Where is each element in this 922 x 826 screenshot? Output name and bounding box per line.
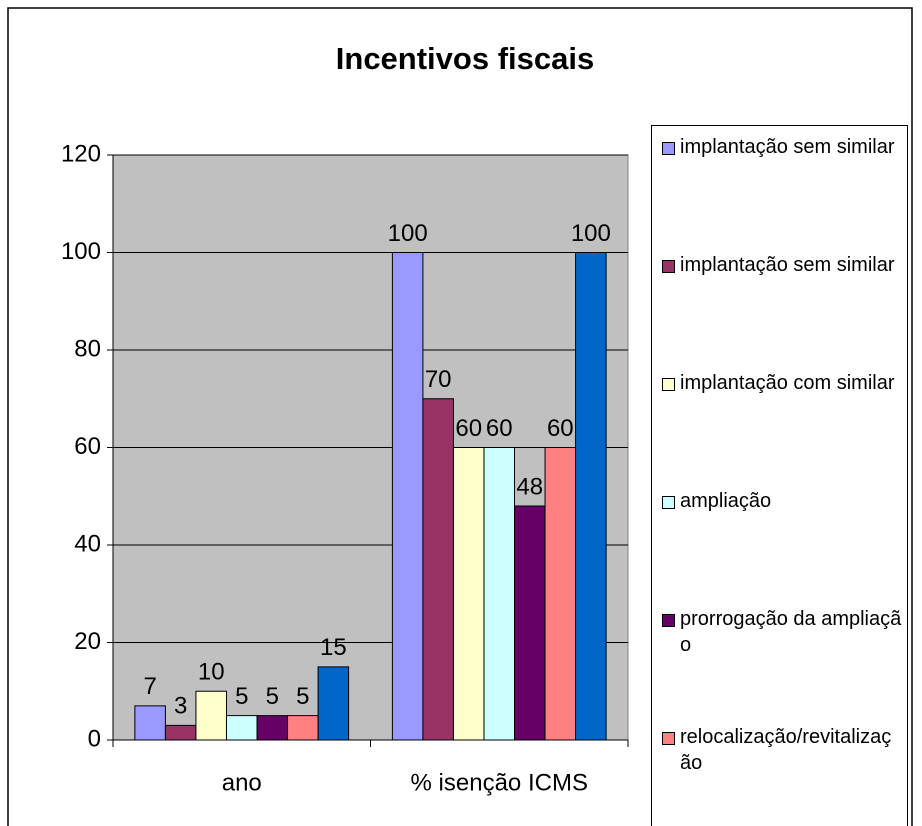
value-label: 5	[266, 683, 279, 710]
bar	[256, 715, 289, 741]
bar	[514, 505, 546, 741]
bar	[164, 724, 197, 741]
y-tick-label: 60	[74, 433, 101, 460]
y-tick-label: 40	[74, 530, 101, 557]
value-label: 60	[455, 415, 482, 442]
bar	[544, 447, 577, 741]
bar	[391, 252, 424, 741]
bar	[317, 666, 350, 741]
bar	[452, 447, 485, 741]
legend-label: relocalização/revitalização	[680, 726, 892, 774]
value-label: 7	[143, 673, 156, 700]
value-label: 60	[547, 415, 574, 442]
legend-swatch	[662, 496, 675, 509]
value-label: 5	[296, 683, 309, 710]
legend-swatch	[662, 260, 675, 273]
bar	[422, 398, 454, 741]
y-tick-label: 120	[61, 140, 101, 167]
x-tick-label: ano	[222, 769, 262, 796]
value-label: 10	[198, 659, 225, 686]
x-tick-label: % isenção ICMS	[411, 769, 588, 796]
bar	[134, 705, 166, 741]
legend-swatch	[662, 732, 675, 745]
value-label: 60	[486, 415, 513, 442]
y-tick-label: 20	[74, 628, 101, 655]
bar	[287, 715, 319, 741]
bar	[483, 447, 516, 741]
legend-item: ampliação	[662, 488, 902, 514]
legend-swatch	[662, 378, 675, 391]
bar	[225, 715, 258, 741]
value-label: 48	[516, 473, 543, 500]
bar	[195, 690, 227, 741]
legend-label: prorrogação da ampliação	[680, 608, 902, 656]
legend-item: prorrogação da ampliação	[662, 606, 902, 658]
value-label: 5	[235, 683, 248, 710]
y-tick-label: 100	[61, 238, 101, 265]
legend-item: implantação sem similar	[662, 134, 902, 160]
value-label: 15	[320, 634, 347, 661]
legend-item: relocalização/revitalização	[662, 724, 902, 776]
legend: implantação sem similar implantação sem s…	[651, 125, 908, 826]
legend-item: implantação sem similar	[662, 252, 902, 278]
value-label: 3	[174, 693, 187, 720]
value-label: 100	[388, 220, 428, 247]
legend-item: implantação com similar	[662, 370, 902, 396]
y-tick-label: 80	[74, 335, 101, 362]
value-label: 70	[425, 366, 452, 393]
value-label: 100	[571, 220, 611, 247]
chart-title: Incentivos fiscais	[336, 41, 594, 76]
legend-label: implantação com similar	[680, 372, 895, 394]
legend-label: implantação sem similar	[680, 136, 895, 158]
legend-swatch	[662, 614, 675, 627]
legend-label: implantação sem similar	[680, 254, 895, 276]
legend-swatch	[662, 142, 675, 155]
bar	[575, 252, 607, 741]
legend-label: ampliação	[680, 490, 772, 512]
y-tick-label: 0	[88, 725, 101, 752]
